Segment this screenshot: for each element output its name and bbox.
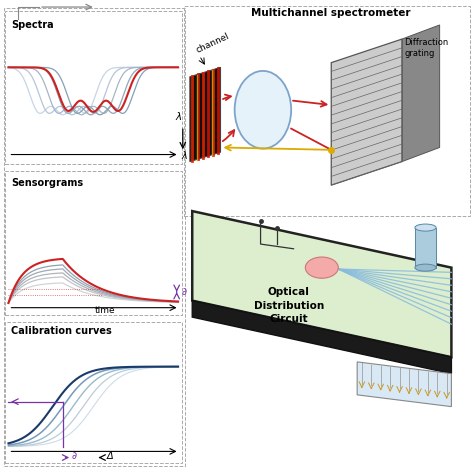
Text: ∂: ∂	[182, 287, 186, 297]
Ellipse shape	[305, 257, 338, 278]
Bar	[5, 171, 182, 315]
Polygon shape	[192, 301, 451, 374]
Text: ∂: ∂	[72, 451, 77, 461]
Ellipse shape	[415, 264, 436, 271]
Bar	[184, 6, 470, 216]
Bar	[5, 11, 182, 164]
Text: Multichannel spectrometer: Multichannel spectrometer	[252, 9, 411, 18]
Bar	[415, 228, 436, 268]
Text: Diffraction
grating: Diffraction grating	[404, 38, 448, 57]
Polygon shape	[402, 25, 439, 162]
Polygon shape	[331, 39, 402, 185]
Text: Optical
Distribution
Circuit: Optical Distribution Circuit	[254, 287, 324, 324]
Text: Spectra: Spectra	[11, 20, 54, 30]
Text: Calibration curves: Calibration curves	[11, 326, 111, 336]
Ellipse shape	[235, 71, 291, 149]
Bar	[4, 9, 185, 465]
Text: channel: channel	[195, 32, 231, 55]
Ellipse shape	[415, 224, 436, 231]
Polygon shape	[190, 67, 220, 162]
Text: λ: λ	[175, 112, 181, 122]
Text: λ: λ	[182, 151, 187, 161]
Text: time: time	[95, 306, 115, 315]
Polygon shape	[357, 362, 451, 407]
Text: Sensorgrams: Sensorgrams	[11, 178, 83, 188]
Polygon shape	[192, 211, 451, 357]
Text: Δ: Δ	[107, 451, 113, 461]
Bar	[5, 322, 182, 463]
